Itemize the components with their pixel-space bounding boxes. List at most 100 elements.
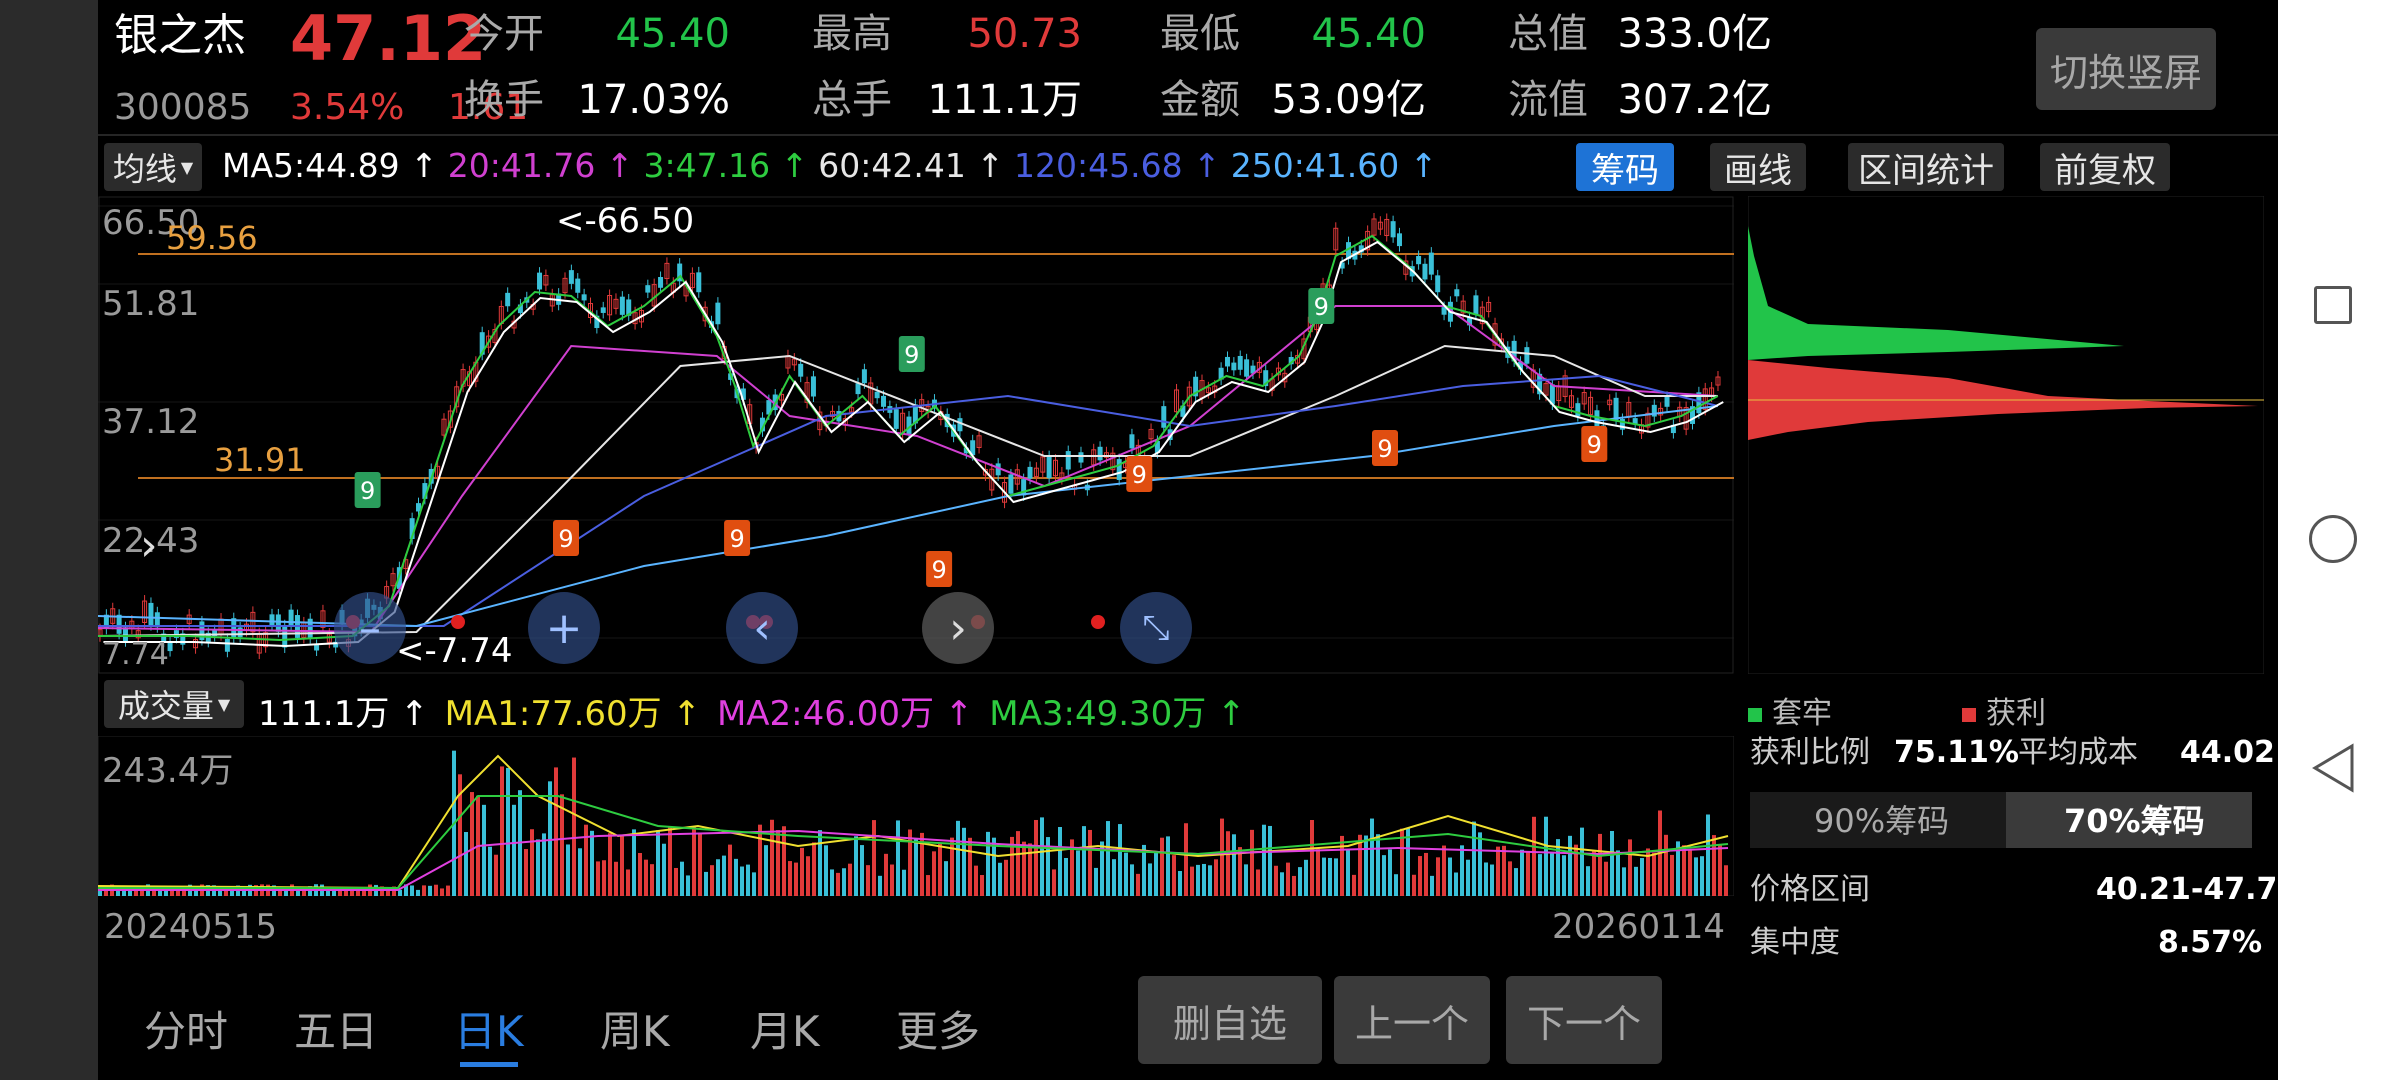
volume-bar <box>686 875 690 896</box>
candle-body <box>1097 446 1103 461</box>
ma-toolbar-button[interactable]: 前复权 <box>2040 143 2170 191</box>
candle-body <box>881 395 887 407</box>
volume-bar <box>1052 869 1056 896</box>
signal-badge-text: 9 <box>904 341 919 369</box>
volume-bar <box>1070 839 1074 896</box>
signal-badge: 9 <box>1372 430 1398 466</box>
bottom-action-button[interactable]: 删自选 <box>1138 976 1322 1064</box>
switch-portrait-button[interactable]: 切换竖屏 <box>2036 28 2216 110</box>
volume-bar <box>872 820 876 896</box>
volume-bar <box>1166 836 1170 896</box>
volume-bar <box>1298 867 1302 896</box>
signal-badge-bg <box>926 551 953 587</box>
volume-bar <box>1412 874 1416 896</box>
candle-body <box>269 614 275 626</box>
legend-trapped: 套牢 <box>1748 688 1832 732</box>
ma-toolbar-button[interactable]: 区间统计 <box>1848 143 2004 191</box>
volume-bar <box>626 869 630 896</box>
volume-bar <box>710 865 714 896</box>
volume-bar <box>974 865 978 896</box>
volume-dropdown[interactable]: 成交量 ▼ <box>104 680 244 728</box>
candle-body <box>568 270 574 284</box>
low-line-label: 31.91 <box>214 441 306 479</box>
ma-dropdown[interactable]: 均线 ▼ <box>104 143 202 191</box>
ma-toolbar-button[interactable]: 筹码 <box>1576 143 1674 191</box>
volume-bar <box>920 832 924 896</box>
change-percent: 3.54% <box>290 87 405 128</box>
volume-bar <box>446 885 450 896</box>
volume-bar <box>752 872 756 896</box>
candle-body <box>1078 452 1084 463</box>
volume-bar <box>1112 859 1116 896</box>
volume-bar <box>464 832 468 896</box>
volume-bar <box>278 886 282 896</box>
volume-bar <box>1040 817 1044 896</box>
volume-bar <box>1238 847 1242 896</box>
candle-body <box>1237 355 1243 370</box>
volume-bar <box>524 849 528 896</box>
bottom-action-button[interactable]: 上一个 <box>1334 976 1490 1064</box>
volume-bar <box>338 887 342 896</box>
candle-body <box>1053 459 1058 477</box>
volume-bar <box>1202 863 1206 896</box>
ma-toolbar-button[interactable]: 画线 <box>1710 143 1806 191</box>
scroll-left-icon[interactable]: ‹ <box>726 592 798 664</box>
candle-body <box>855 383 861 395</box>
concentration-label: 集中度 <box>1750 925 1840 960</box>
volume-bar <box>428 885 432 896</box>
candle-body <box>1568 395 1574 408</box>
candle-body <box>689 272 695 289</box>
stat-value: 307.2亿 <box>1617 77 1772 123</box>
chip-tab-70[interactable] <box>2006 792 2252 848</box>
candle-body <box>142 600 148 624</box>
chip-tab-90-label: 90%筹码 <box>1814 802 1950 840</box>
candle-body <box>320 610 326 628</box>
candle-body <box>1581 392 1587 405</box>
period-tab[interactable]: 五日 <box>294 1007 379 1056</box>
avg-cost-value: 44.02 <box>2180 735 2275 770</box>
volume-bar <box>1292 875 1296 896</box>
volume-bar <box>962 827 966 896</box>
volume-chart[interactable] <box>98 736 1734 896</box>
recent-apps-icon[interactable] <box>2314 286 2352 324</box>
volume-bar <box>326 888 330 896</box>
stat-label: 金额 <box>1160 77 1240 123</box>
candle-body <box>613 298 619 309</box>
volume-bar <box>740 866 744 896</box>
volume-bar <box>1574 844 1578 896</box>
period-tab[interactable]: 更多 <box>896 1007 981 1056</box>
ma-value: 250:41.60 ↑ <box>1230 146 1438 185</box>
volume-bar <box>482 804 486 896</box>
candle-body <box>1575 403 1581 417</box>
volume-bar <box>1340 835 1344 896</box>
profit-ratio-value: 75.11% <box>1894 735 2019 770</box>
period-tab[interactable]: 分时 <box>144 1007 229 1056</box>
volume-bar <box>176 889 180 896</box>
candle-body <box>486 335 492 348</box>
volume-bar <box>1502 845 1506 896</box>
volume-bar <box>704 871 708 896</box>
volume-bar <box>1352 874 1356 896</box>
chevron-right-icon[interactable]: › <box>140 520 158 571</box>
home-icon[interactable] <box>2309 515 2357 563</box>
bottom-action-button[interactable]: 下一个 <box>1506 976 1662 1064</box>
back-icon[interactable] <box>2310 742 2356 794</box>
candle-body <box>1428 252 1434 275</box>
candle-body <box>581 294 587 301</box>
period-tab[interactable]: 月K <box>750 1007 820 1056</box>
volume-bar <box>296 889 300 896</box>
stat-value: 45.40 <box>615 11 730 57</box>
period-tab[interactable]: 周K <box>600 1007 670 1056</box>
candle-body <box>1002 482 1008 503</box>
zoom-in-icon[interactable]: + <box>528 592 600 664</box>
period-tab[interactable]: 日K <box>454 1007 524 1056</box>
volume-bar <box>914 838 918 896</box>
candle-body <box>1333 227 1339 251</box>
scroll-right-icon[interactable]: › <box>922 592 994 664</box>
zoom-out-icon[interactable]: – <box>334 592 406 664</box>
candle-body <box>715 302 721 325</box>
volume-bar <box>1544 816 1548 896</box>
candle-body <box>1690 406 1695 424</box>
collapse-icon[interactable]: ⤡ <box>1120 592 1192 664</box>
candle-body <box>1486 301 1492 312</box>
